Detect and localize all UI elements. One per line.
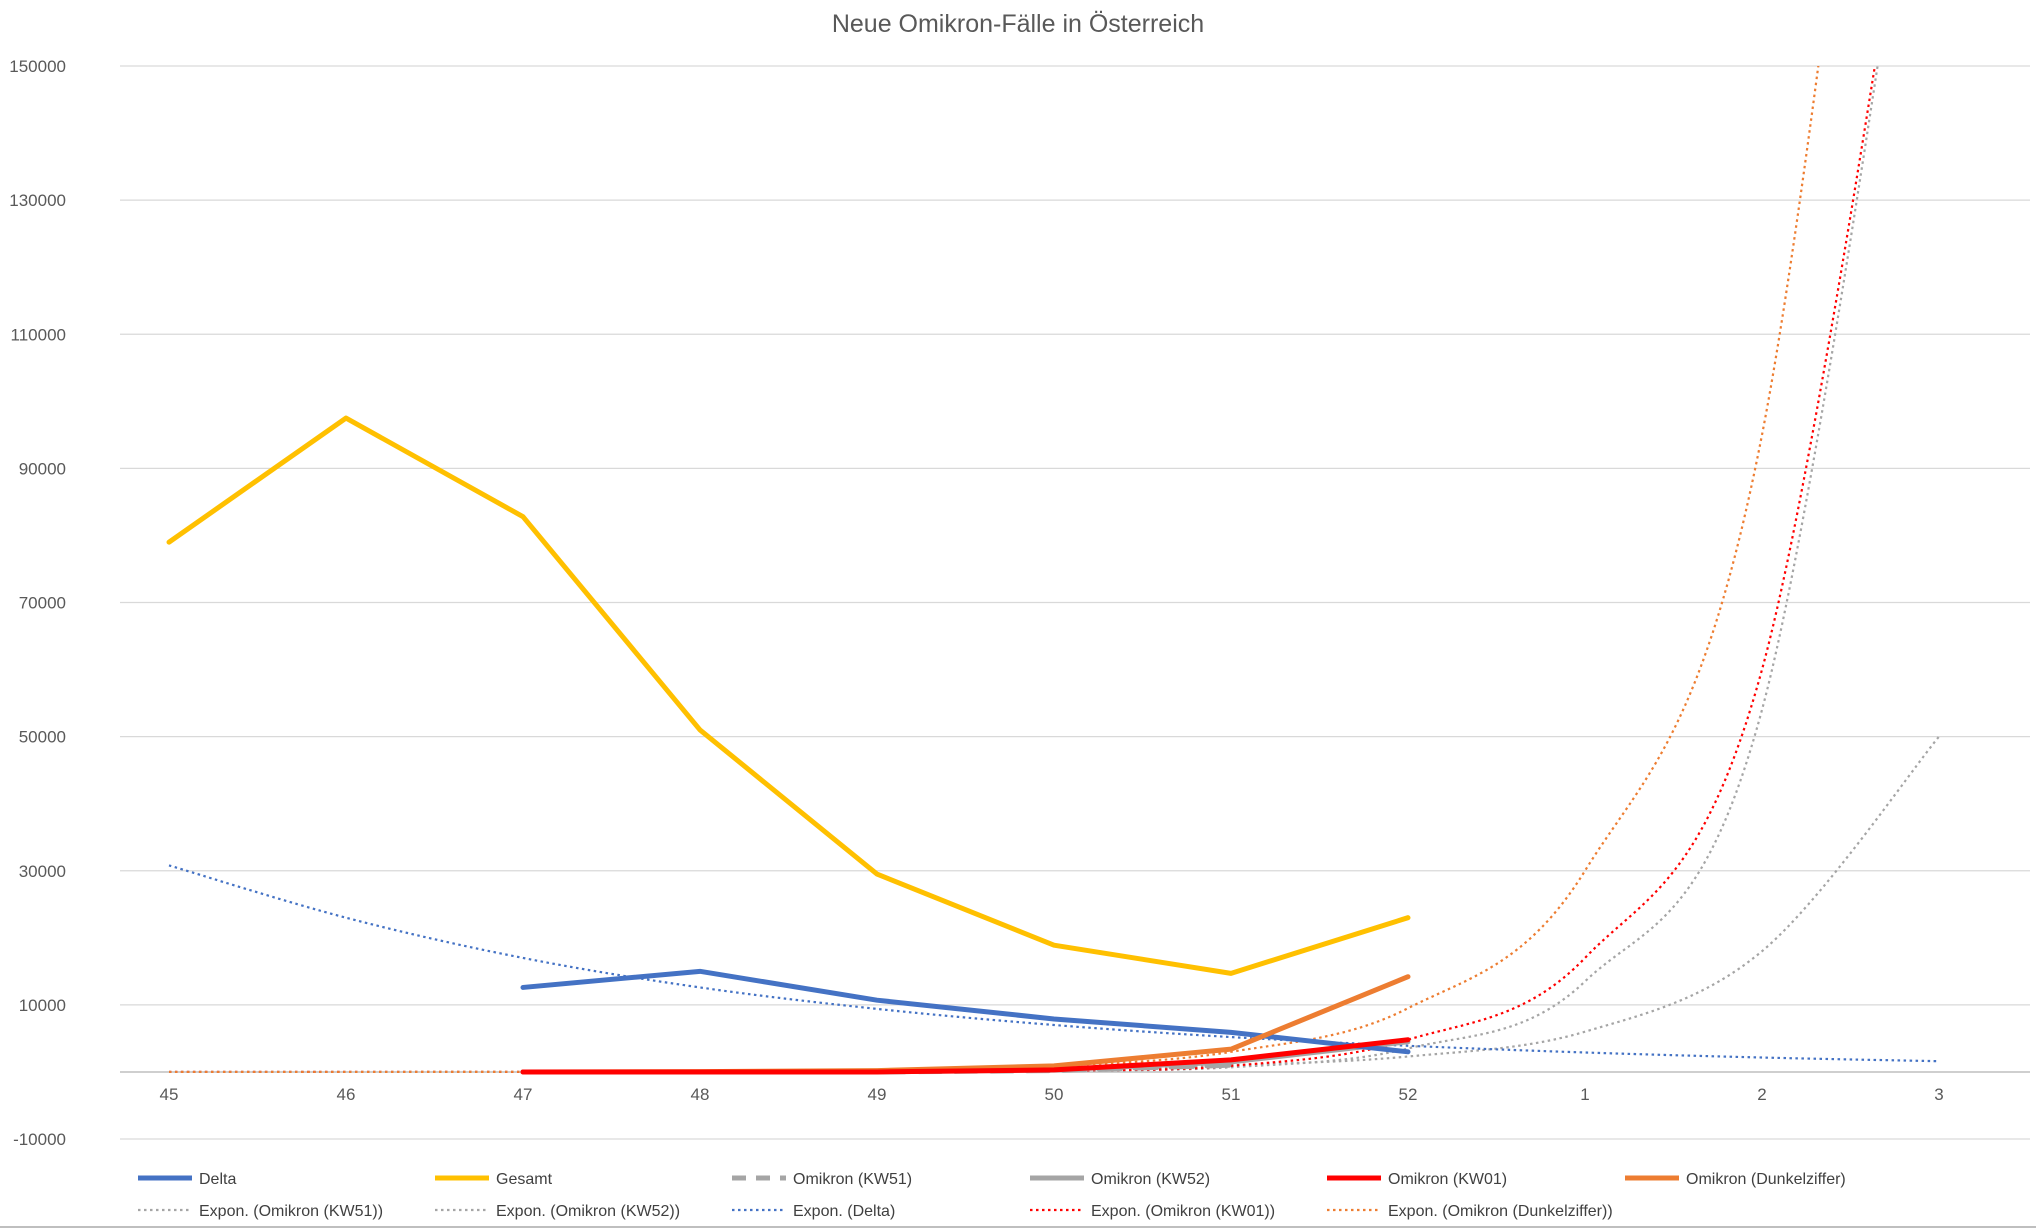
y-tick-label: -10000 bbox=[13, 1130, 66, 1149]
gridlines bbox=[120, 65, 2030, 1140]
y-tick-label: 130000 bbox=[9, 191, 66, 210]
x-tick-label: 51 bbox=[1222, 1085, 1241, 1104]
series-line-8 bbox=[168, 864, 1940, 1063]
x-tick-label: 47 bbox=[514, 1085, 533, 1104]
x-tick-label: 2 bbox=[1757, 1085, 1766, 1104]
legend-label: Expon. (Omikron (KW52)) bbox=[496, 1203, 680, 1220]
y-tick-label: 150000 bbox=[9, 57, 66, 76]
series-line-10 bbox=[168, 66, 1820, 1074]
series-line-9 bbox=[169, 66, 1877, 1074]
series-line-6 bbox=[169, 735, 1940, 1074]
y-tick-label: 110000 bbox=[11, 325, 66, 344]
y-tick-label: 10000 bbox=[19, 996, 66, 1015]
y-tick-label: 50000 bbox=[19, 728, 66, 747]
x-tick-label: 52 bbox=[1399, 1085, 1418, 1104]
x-tick-label: 3 bbox=[1934, 1085, 1943, 1104]
legend: Delta Gesamt Omikron (KW51) Omikron (KW52) O… bbox=[138, 1171, 1846, 1220]
series-lines bbox=[166, 66, 1940, 1075]
series-line-0 bbox=[520, 968, 1411, 1055]
x-tick-label: 45 bbox=[160, 1085, 179, 1104]
x-tick-label: 50 bbox=[1045, 1085, 1064, 1104]
legend-label: Expon. (Delta) bbox=[793, 1203, 895, 1220]
legend-label: Delta bbox=[199, 1171, 236, 1188]
legend-label: Expon. (Omikron (KW01)) bbox=[1091, 1203, 1275, 1220]
chart-title: Neue Omikron-Fälle in Österreich bbox=[832, 10, 1204, 38]
y-axis-tick-labels: -10000 10000 30000 50000 70000 90000 110000 130… bbox=[9, 57, 66, 1149]
bottom-divider bbox=[0, 1226, 2036, 1228]
legend-label: Omikron (KW52) bbox=[1091, 1171, 1210, 1188]
x-axis-tick-labels: 45 46 47 48 49 50 51 52 1 2 3 bbox=[160, 1085, 1944, 1104]
legend-label: Expon. (Omikron (Dunkelziffer)) bbox=[1388, 1203, 1613, 1220]
series-line-7 bbox=[169, 66, 1879, 1074]
legend-label: Expon. (Omikron (KW51)) bbox=[199, 1203, 383, 1220]
series-line-4 bbox=[520, 1037, 1411, 1075]
legend-label: Omikron (Dunkelziffer) bbox=[1686, 1171, 1846, 1188]
legend-label: Gesamt bbox=[496, 1171, 553, 1188]
y-tick-label: 90000 bbox=[19, 459, 66, 478]
legend-label: Omikron (KW01) bbox=[1388, 1171, 1507, 1188]
y-tick-label: 30000 bbox=[19, 862, 66, 881]
x-tick-label: 46 bbox=[337, 1085, 356, 1104]
x-tick-label: 1 bbox=[1580, 1085, 1589, 1104]
y-tick-label: 70000 bbox=[19, 594, 66, 613]
x-tick-label: 49 bbox=[868, 1085, 887, 1104]
legend-label: Omikron (KW51) bbox=[793, 1171, 912, 1188]
x-tick-label: 48 bbox=[691, 1085, 710, 1104]
series-line-1 bbox=[166, 415, 1411, 976]
